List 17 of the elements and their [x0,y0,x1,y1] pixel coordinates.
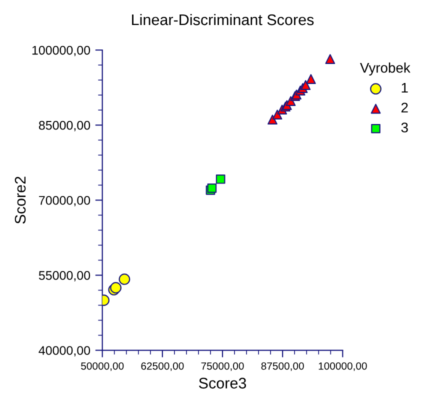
legend-title: Vyrobek [360,62,410,76]
legend-label: 3 [401,122,408,132]
x-tick-label: 87500,00 [261,362,304,371]
x-tick-label: 100000,00 [318,362,367,371]
legend-label: 1 [402,82,408,92]
y-axis-title: Score2 [14,176,26,224]
x-tick-label: 62500,00 [141,362,184,371]
legend-label: 2 [401,102,408,112]
y-tick-label: 70000,00 [39,196,90,206]
x-tick-label: 75000,00 [201,362,244,371]
x-tick-label: 50000,00 [81,362,124,371]
y-tick-label: 100000,00 [32,46,90,56]
x-axis-title: Score3 [198,378,246,389]
y-tick-label: 85000,00 [38,120,90,132]
y-tick-label: 40000,00 [38,346,90,356]
y-tick-label: 55000,00 [38,271,90,282]
chart-title: Linear-Discriminant Scores [132,14,314,26]
